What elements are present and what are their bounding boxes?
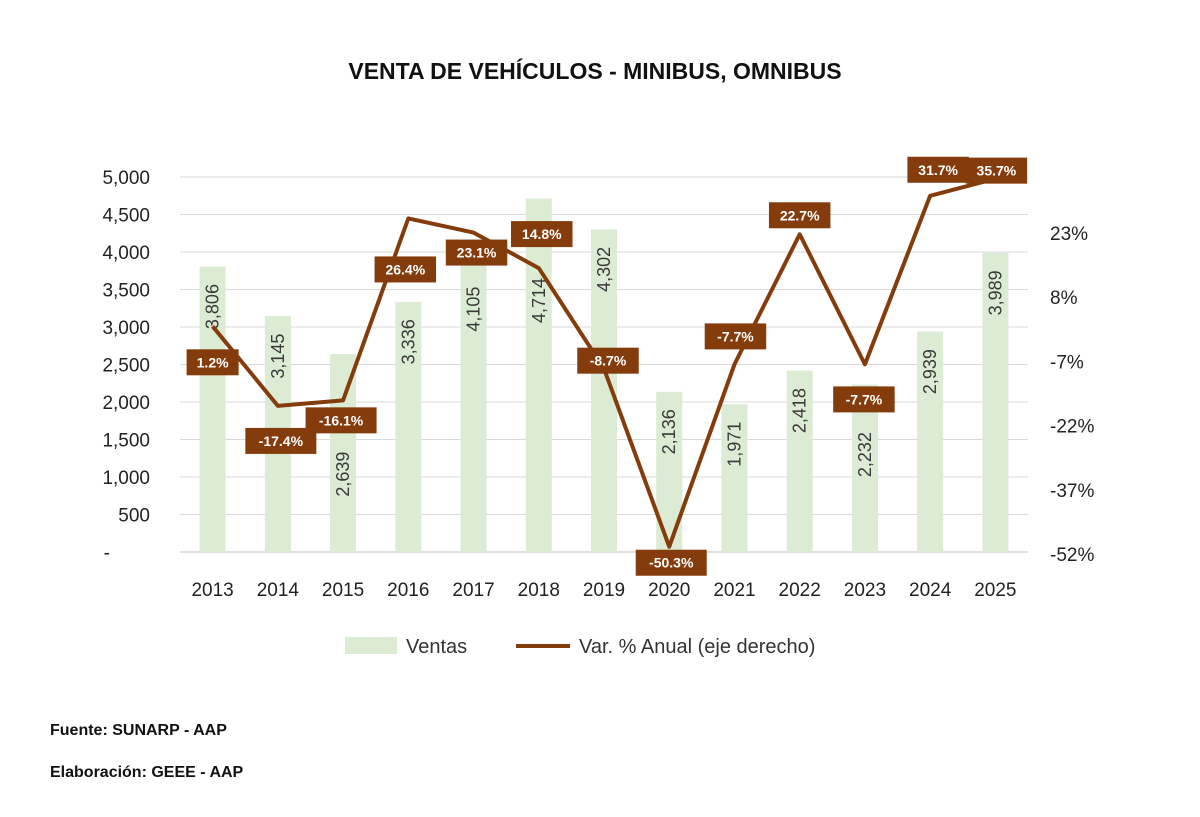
left-tick-label: 1,000 xyxy=(102,468,150,489)
bar-2025 xyxy=(982,252,1009,552)
x-tick-label: 2024 xyxy=(909,580,952,601)
source-note: Fuente: SUNARP - AAP xyxy=(50,722,227,739)
bar-value-label: 4,105 xyxy=(464,287,484,332)
line-value-label: 22.7% xyxy=(780,207,820,223)
bar-2022 xyxy=(786,370,813,552)
x-tick-label: 2020 xyxy=(648,580,690,601)
right-tick-label: -52% xyxy=(1050,545,1094,566)
line-label-box xyxy=(833,386,895,413)
elaboration-note: Elaboración: GEEE - AAP xyxy=(50,764,244,781)
bar-value-label: 3,989 xyxy=(985,270,1005,315)
x-tick-label: 2018 xyxy=(518,580,560,601)
x-tick-label: 2021 xyxy=(713,580,755,601)
left-tick-label: 4,500 xyxy=(102,206,150,227)
line-label-box xyxy=(965,157,1028,184)
x-tick-label: 2023 xyxy=(844,580,886,601)
bar-2015 xyxy=(330,354,357,552)
right-tick-label: 8% xyxy=(1050,288,1078,309)
line-label-box xyxy=(374,256,437,283)
line-value-label: -16.1% xyxy=(319,412,364,428)
legend-label-variation: Var. % Anual (eje derecho) xyxy=(579,636,815,658)
bar-value-label: 2,639 xyxy=(333,452,353,497)
bar-value-label: 1,971 xyxy=(724,422,744,467)
right-tick-label: -22% xyxy=(1050,417,1094,438)
right-tick-label: -37% xyxy=(1050,481,1094,502)
x-tick-label: 2022 xyxy=(779,580,821,601)
x-tick-label: 2014 xyxy=(257,580,300,601)
bar-2013 xyxy=(199,266,226,552)
legend-label-ventas: Ventas xyxy=(406,636,467,658)
line-value-label: -8.7% xyxy=(590,353,627,369)
line-label-box xyxy=(305,407,377,434)
left-tick-label: 3,000 xyxy=(102,318,150,339)
bar-value-label: 2,939 xyxy=(920,349,940,394)
line-label-box xyxy=(186,349,239,376)
left-tick-label: 2,000 xyxy=(102,393,150,414)
x-tick-label: 2017 xyxy=(452,580,494,601)
x-tick-label: 2019 xyxy=(583,580,625,601)
line-label-box xyxy=(577,347,639,374)
left-tick-label: 5,000 xyxy=(102,168,150,189)
bar-2018 xyxy=(525,198,552,552)
left-tick-label: 2,500 xyxy=(102,356,150,377)
bar-value-label: 3,145 xyxy=(268,334,288,379)
bar-value-label: 2,232 xyxy=(855,432,875,477)
left-tick-label: 1,500 xyxy=(102,431,150,452)
bar-value-label: 4,714 xyxy=(529,278,549,323)
line-value-label: -7.7% xyxy=(846,391,883,407)
line-label-box xyxy=(768,202,831,229)
x-tick-label: 2015 xyxy=(322,580,364,601)
line-value-label: -50.3% xyxy=(649,555,694,571)
line-label-box xyxy=(635,549,707,576)
line-value-label: 23.1% xyxy=(457,245,497,261)
left-tick-label: - xyxy=(104,543,110,564)
line-label-box xyxy=(245,427,317,454)
line-value-label: 1.2% xyxy=(197,354,229,370)
left-tick-label: 500 xyxy=(118,506,150,527)
bar-2023 xyxy=(851,384,878,552)
right-tick-label: 23% xyxy=(1050,224,1088,245)
line-value-label: 31.7% xyxy=(918,162,958,178)
bar-2021 xyxy=(721,404,748,552)
x-tick-label: 2013 xyxy=(191,580,233,601)
x-tick-label: 2016 xyxy=(387,580,429,601)
bar-value-label: 2,418 xyxy=(790,388,810,433)
x-tick-label: 2025 xyxy=(974,580,1016,601)
bar-2016 xyxy=(395,301,422,552)
bar-value-label: 2,136 xyxy=(659,409,679,454)
legend-swatch-ventas xyxy=(345,637,397,654)
chart-title: VENTA DE VEHÍCULOS - MINIBUS, OMNIBUS xyxy=(348,58,842,84)
bar-2017 xyxy=(460,244,487,552)
right-tick-label: -7% xyxy=(1050,352,1084,373)
line-label-box xyxy=(445,239,508,266)
line-label-box xyxy=(704,323,767,350)
left-tick-label: 3,500 xyxy=(102,281,150,302)
line-value-label: 14.8% xyxy=(522,226,562,242)
bar-value-label: 3,806 xyxy=(203,284,223,329)
line-label-box xyxy=(907,156,969,183)
bar-value-label: 3,336 xyxy=(398,319,418,364)
left-tick-label: 4,000 xyxy=(102,243,150,264)
line-value-label: -17.4% xyxy=(259,433,304,449)
bar-value-label: 4,302 xyxy=(594,247,614,292)
bar-2024 xyxy=(917,331,944,552)
line-label-box xyxy=(511,221,573,248)
line-value-label: 26.4% xyxy=(385,261,425,277)
line-value-label: -7.7% xyxy=(717,328,754,344)
line-value-label: 35.7% xyxy=(977,163,1017,179)
